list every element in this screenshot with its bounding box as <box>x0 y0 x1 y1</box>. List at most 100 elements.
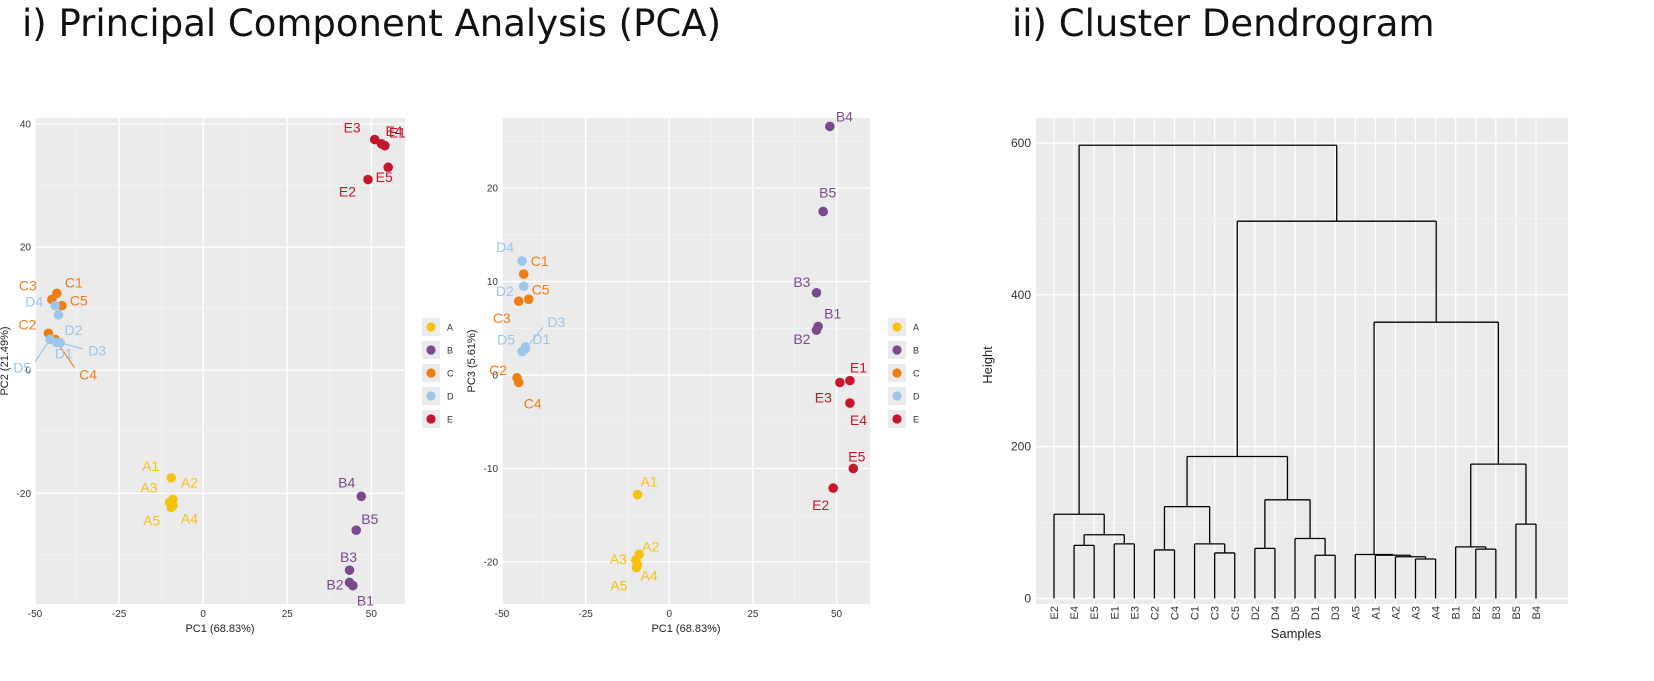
x-axis-label: PC1 (68.83%) <box>651 623 720 635</box>
point-E2 <box>363 174 373 185</box>
leaf-label-D1: D1 <box>1310 606 1322 620</box>
point-B4 <box>825 121 835 132</box>
point-label-A4: A4 <box>640 568 657 584</box>
point-label-D5: D5 <box>13 359 31 375</box>
point-label-A2: A2 <box>642 538 659 554</box>
legend-key-E <box>426 414 436 424</box>
point-label-B2: B2 <box>326 576 343 592</box>
y-tick-label: -20 <box>484 557 499 568</box>
legend-label-D: D <box>447 392 454 402</box>
leaf-label-E5: E5 <box>1089 606 1101 619</box>
point-D5 <box>45 334 55 345</box>
point-C3 <box>513 296 524 306</box>
x-tick-label: 0 <box>200 609 206 620</box>
point-label-C4: C4 <box>79 366 97 382</box>
leaf-label-A3: A3 <box>1411 606 1423 619</box>
leaf-label-E4: E4 <box>1069 606 1081 619</box>
x-tick-label: -25 <box>578 609 593 620</box>
x-tick-label: 25 <box>747 609 759 620</box>
x-tick-label: 25 <box>282 609 294 620</box>
legend-key-E <box>892 414 902 424</box>
point-label-A3: A3 <box>140 479 157 495</box>
point-label-E4: E4 <box>385 123 402 139</box>
point-B3 <box>811 287 822 298</box>
leaf-label-C5: C5 <box>1230 606 1242 620</box>
legend-2: A B C D E <box>888 318 920 428</box>
legend-label-A: A <box>913 323 919 333</box>
legend-label-D: D <box>913 392 920 402</box>
point-B4 <box>356 491 367 502</box>
leaf-label-E3: E3 <box>1129 606 1141 619</box>
x-tick-label: 50 <box>831 609 843 620</box>
point-D4 <box>517 256 527 266</box>
point-label-B4: B4 <box>338 474 355 490</box>
point-E1 <box>845 375 855 386</box>
dendrogram-tree <box>1053 144 1537 599</box>
point-label-E4: E4 <box>850 412 867 428</box>
y-tick-label: 0 <box>25 366 31 377</box>
point-B3 <box>344 565 355 575</box>
leaf-label-B5: B5 <box>1511 606 1523 619</box>
point-label-B3: B3 <box>793 274 810 290</box>
point-B2 <box>811 325 822 335</box>
point-label-A2: A2 <box>181 474 198 490</box>
x-tick-label: -50 <box>28 609 43 620</box>
leaf-label-A4: A4 <box>1431 606 1443 619</box>
point-label-B1: B1 <box>357 593 374 609</box>
point-label-D3: D3 <box>88 343 106 359</box>
point-label-E1: E1 <box>389 125 406 141</box>
leaf-label-C2: C2 <box>1149 606 1161 620</box>
y-tick-label: 20 <box>487 184 499 195</box>
leaf-label-E1: E1 <box>1109 606 1121 619</box>
point-B5 <box>351 525 362 535</box>
point-D2 <box>53 310 64 320</box>
point-label-A1: A1 <box>142 458 159 474</box>
leaf-label-C1: C1 <box>1190 606 1202 620</box>
legend-label-B: B <box>447 346 453 356</box>
point-label-E2: E2 <box>812 497 829 513</box>
point-label-E5: E5 <box>848 448 865 464</box>
point-C4 <box>513 377 524 388</box>
x-axis-label: PC1 (68.83%) <box>185 623 254 635</box>
x-axis-label: Samples <box>1271 626 1322 641</box>
point-label-D5: D5 <box>497 332 515 348</box>
leaf-label-E2: E2 <box>1049 606 1061 619</box>
point-label-C1: C1 <box>531 253 549 269</box>
legend-1: A B C D E <box>422 318 454 428</box>
point-B5 <box>818 206 828 217</box>
legend-key-B <box>892 345 902 355</box>
y-tick-label: 0 <box>1024 592 1031 606</box>
y-tick-label: 20 <box>20 243 32 254</box>
point-label-A1: A1 <box>640 474 657 490</box>
plot-panel-background <box>1036 118 1568 604</box>
point-A5 <box>166 502 177 513</box>
y-tick-label: -20 <box>17 489 32 500</box>
plot-panel-background <box>502 118 870 604</box>
y-tick-label: -10 <box>484 464 499 475</box>
legend-key-D <box>426 391 436 401</box>
point-label-C1: C1 <box>65 274 83 290</box>
point-label-D1: D1 <box>55 346 73 362</box>
y-tick-label: 40 <box>20 120 32 131</box>
point-A1 <box>166 473 177 483</box>
point-label-E5: E5 <box>376 169 393 185</box>
y-tick-label: 200 <box>1011 440 1031 454</box>
point-label-A4: A4 <box>181 511 198 527</box>
legend-label-E: E <box>913 415 919 425</box>
point-C1 <box>518 269 529 279</box>
legend-label-B: B <box>913 346 919 356</box>
y-axis-label: Height <box>980 346 995 384</box>
leaf-label-C3: C3 <box>1210 606 1222 620</box>
point-label-C3: C3 <box>19 277 37 293</box>
leaf-label-D5: D5 <box>1290 606 1302 620</box>
point-E3 <box>835 377 845 388</box>
point-D5 <box>517 346 527 357</box>
point-label-C5: C5 <box>532 281 550 297</box>
point-label-A5: A5 <box>610 578 627 594</box>
point-label-C4: C4 <box>524 395 542 411</box>
point-C5 <box>523 294 534 305</box>
point-label-E2: E2 <box>339 184 356 200</box>
legend-key-A <box>892 322 902 332</box>
legend-key-C <box>426 368 436 378</box>
